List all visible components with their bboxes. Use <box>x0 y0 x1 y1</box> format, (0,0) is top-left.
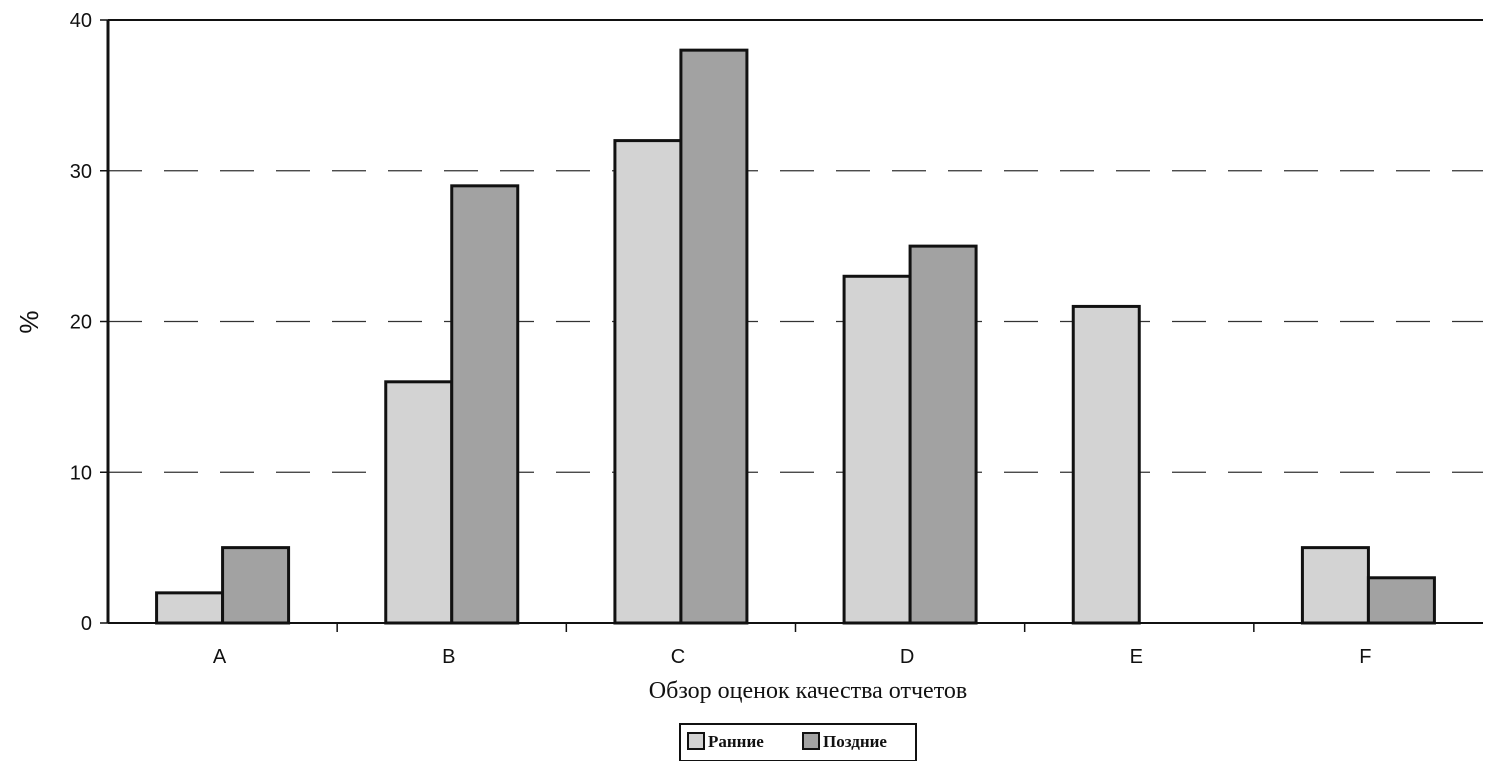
bar-A-series-1 <box>155 591 225 625</box>
y-tick-label: 10 <box>70 462 92 484</box>
bar-E-series-1 <box>1071 304 1141 625</box>
x-axis-title: Обзор оценок качества отчетов <box>649 678 967 704</box>
bar-D-series-2 <box>908 244 978 625</box>
x-tick-label: A <box>213 646 227 668</box>
bar-F-series-2 <box>1366 576 1436 625</box>
bars <box>155 48 1436 625</box>
legend-swatch-early <box>687 732 705 750</box>
legend-label-late: Поздние <box>823 732 887 751</box>
x-tick-labels: A B C D E F <box>213 646 1372 668</box>
axes <box>106 19 1483 632</box>
y-axis-title: % <box>14 310 44 333</box>
y-tick-label: 20 <box>70 312 92 334</box>
bar-D-series-1 <box>842 274 912 625</box>
bar-F-series-1 <box>1300 546 1370 625</box>
legend-swatch-late <box>802 732 820 750</box>
x-tick-label: B <box>442 646 455 668</box>
gridlines <box>108 19 1483 473</box>
y-tick-label: 0 <box>81 613 92 635</box>
legend-label-early: Ранние <box>708 732 764 751</box>
bar-C-series-2 <box>679 48 749 625</box>
y-tick-label: 40 <box>70 10 92 32</box>
x-tick-label: F <box>1359 646 1371 668</box>
legend: Ранние Поздние <box>679 723 917 762</box>
bar-C-series-1 <box>613 139 683 625</box>
bar-B-series-1 <box>384 380 454 625</box>
y-tick-label: 30 <box>70 161 92 183</box>
bar-A-series-2 <box>221 546 291 625</box>
x-tick-label: E <box>1130 646 1143 668</box>
x-tick-label: D <box>900 646 914 668</box>
x-tick-label: C <box>671 646 685 668</box>
y-tick-labels: 0 10 20 30 40 <box>70 10 108 635</box>
bar-B-series-2 <box>450 184 520 625</box>
